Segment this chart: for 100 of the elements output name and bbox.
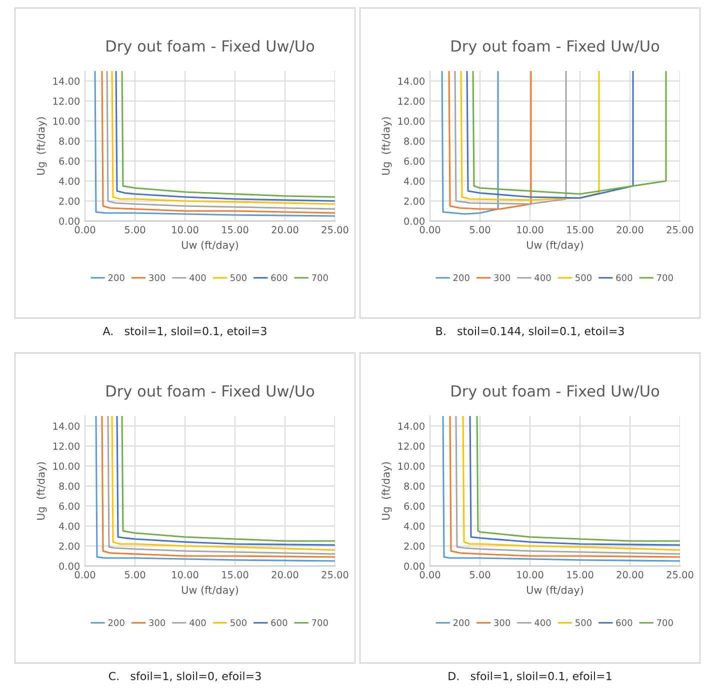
- x-tick-label: 10.00: [517, 571, 544, 578]
- line-series: [472, 71, 667, 195]
- x-axis-title: Uw (ft/day): [526, 240, 584, 251]
- text: A. stoil=1, sloil=0.1, etoil=3: [102, 326, 266, 336]
- text: D. sfoil=1, sloil=0.1, efoil=1: [448, 672, 612, 682]
- x-tick-label: 5.00: [124, 226, 146, 234]
- y-tick-label: 4.00: [404, 177, 424, 185]
- y-tick-label: 8.00: [404, 482, 424, 490]
- y-tick-label: 10.00: [398, 117, 424, 125]
- x-tick-label: 20.00: [272, 226, 298, 234]
- legend-label: 200: [453, 619, 470, 626]
- x-tick-label: 15.00: [222, 226, 248, 234]
- legend-label: 700: [657, 619, 673, 626]
- y-tick-label: 14.00: [398, 77, 424, 85]
- legend-label: 500: [576, 274, 592, 282]
- chart-title: Dry out foam - Fixed Uw/Uo: [106, 40, 314, 55]
- y-axis-title: Ug (ft/day): [36, 462, 47, 520]
- legend-label: 500: [230, 274, 246, 282]
- x-tick-label: 25.00: [322, 571, 348, 578]
- chart-title: Dry out foam - Fixed Uw/Uo: [106, 384, 314, 400]
- y-tick-label: 2.00: [404, 197, 424, 205]
- y-tick-label: 8.00: [59, 482, 80, 490]
- y-tick-label: 6.00: [404, 157, 424, 165]
- line-series: [460, 71, 600, 201]
- x-tick-label: 25.00: [322, 226, 348, 234]
- legend-label: 400: [190, 619, 206, 626]
- x-tick-label: 20.00: [616, 226, 644, 234]
- line-series: [454, 71, 567, 205]
- y-tick-label: 6.00: [59, 157, 80, 165]
- y-tick-label: 8.00: [404, 137, 424, 145]
- y-tick-label: 0.00: [59, 562, 80, 570]
- legend-label: 700: [312, 619, 328, 626]
- legend-label: 600: [616, 619, 632, 626]
- y-tick-label: 14.00: [53, 422, 80, 430]
- y-tick-label: 6.00: [59, 502, 80, 510]
- y-tick-label: 8.00: [59, 137, 80, 145]
- legend-label: 300: [494, 274, 510, 282]
- legend-label: 600: [616, 274, 632, 282]
- y-tick-label: 0.00: [404, 217, 424, 225]
- x-tick-label: 0.00: [420, 571, 440, 578]
- legend-label: 600: [271, 274, 288, 282]
- y-tick-label: 2.00: [59, 197, 80, 205]
- x-tick-label: 0.00: [74, 226, 96, 234]
- y-tick-label: 12.00: [53, 442, 80, 450]
- legend-label: 200: [108, 619, 124, 626]
- x-axis-title: Uw (ft/day): [526, 586, 584, 596]
- y-tick-label: 14.00: [53, 77, 80, 85]
- y-tick-label: 10.00: [53, 462, 80, 470]
- chart-title: Dry out foam - Fixed Uw/Uo: [452, 384, 660, 400]
- x-tick-label: 0.00: [420, 226, 440, 234]
- x-tick-label: 20.00: [616, 571, 644, 578]
- legend-label: 400: [534, 619, 551, 626]
- legend-label: 700: [657, 274, 673, 282]
- legend-label: 600: [271, 619, 288, 626]
- x-tick-label: 10.00: [172, 571, 198, 578]
- x-tick-label: 10.00: [517, 226, 544, 234]
- x-tick-label: 15.00: [567, 571, 594, 578]
- legend-label: 500: [576, 619, 592, 626]
- y-tick-label: 4.00: [58, 177, 80, 185]
- x-tick-label: 25.00: [666, 226, 694, 234]
- y-axis-title: Ug (ft/day): [382, 117, 392, 175]
- legend-label: 300: [494, 619, 510, 626]
- chart-title: Dry out foam - Fixed Uw/Uo: [452, 40, 660, 55]
- y-tick-label: 2.00: [404, 542, 424, 550]
- legend-label: 400: [190, 274, 206, 282]
- x-tick-label: 10.00: [172, 226, 198, 234]
- y-tick-label: 14.00: [398, 422, 424, 430]
- x-tick-label: 0.00: [74, 571, 96, 578]
- text: C. sfoil=1, sloil=0, efoil=3: [108, 672, 261, 682]
- x-axis-title: Uw (ft/day): [182, 240, 238, 251]
- line-series: [466, 71, 634, 199]
- x-tick-label: 5.00: [124, 571, 146, 578]
- line-series: [448, 71, 532, 210]
- y-tick-label: 6.00: [404, 502, 424, 510]
- text: B. stoil=0.144, sloil=0.1, etoil=3: [436, 326, 624, 336]
- legend-label: 300: [149, 274, 166, 282]
- x-tick-label: 5.00: [470, 571, 490, 578]
- y-tick-label: 10.00: [398, 462, 424, 470]
- legend-label: 400: [534, 274, 551, 282]
- line-series: [441, 71, 499, 215]
- y-axis-title: Ug (ft/day): [382, 462, 392, 520]
- legend-label: 700: [312, 274, 328, 282]
- x-tick-label: 15.00: [222, 571, 248, 578]
- y-tick-label: 12.00: [398, 97, 424, 105]
- x-tick-label: 20.00: [272, 571, 298, 578]
- legend-label: 200: [108, 274, 124, 282]
- y-tick-label: 12.00: [53, 97, 80, 105]
- x-axis-title: Uw (ft/day): [182, 586, 238, 596]
- legend-label: 500: [230, 619, 246, 626]
- y-tick-label: 0.00: [59, 217, 80, 225]
- x-tick-label: 15.00: [567, 226, 594, 234]
- legend-label: 300: [149, 619, 166, 626]
- y-axis-title: Ug (ft/day): [36, 117, 47, 175]
- y-tick-label: 12.00: [398, 442, 424, 450]
- y-tick-label: 2.00: [59, 542, 80, 550]
- y-tick-label: 4.00: [404, 522, 424, 530]
- x-tick-label: 25.00: [666, 571, 694, 578]
- y-tick-label: 0.00: [404, 562, 424, 570]
- x-tick-label: 5.00: [470, 226, 490, 234]
- legend-label: 200: [453, 274, 470, 282]
